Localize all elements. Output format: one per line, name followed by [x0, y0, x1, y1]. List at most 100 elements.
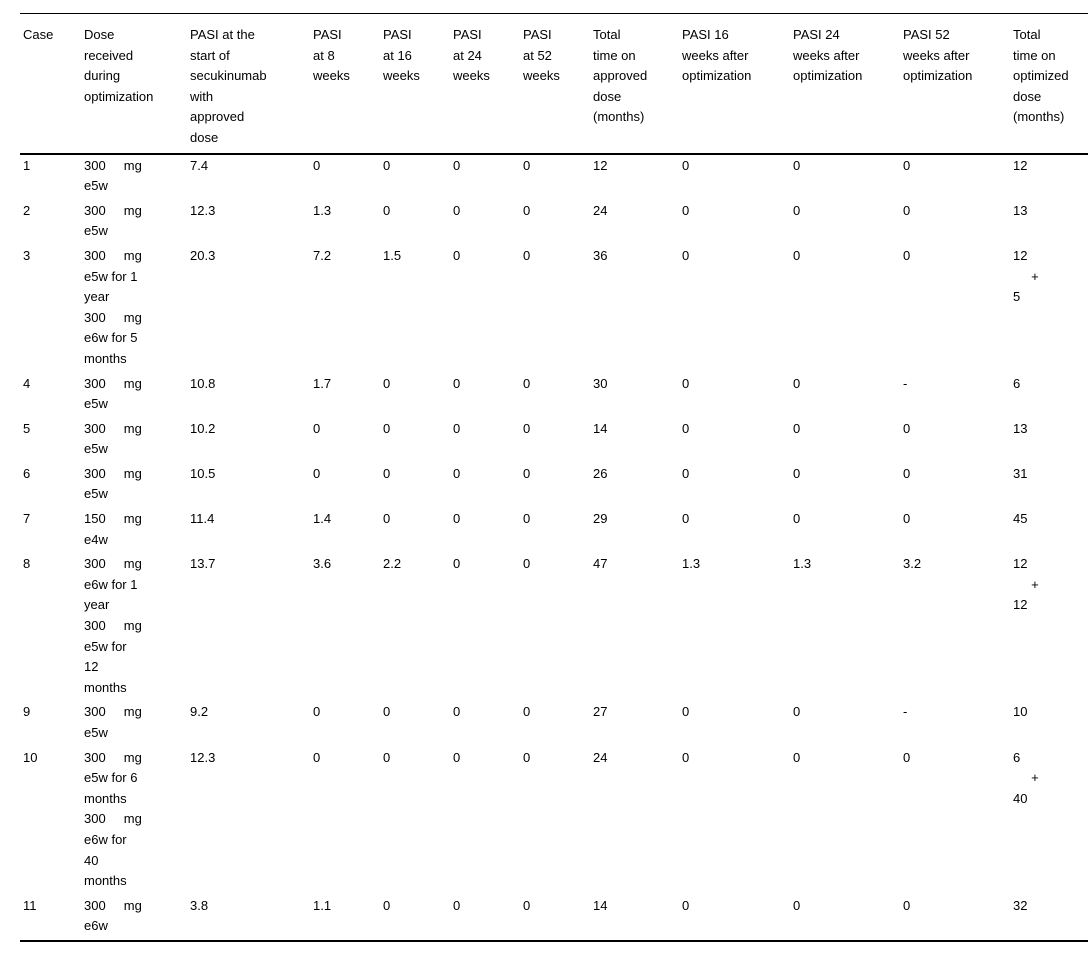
- cell-pasi_24w: 0: [453, 420, 461, 436]
- cell-pasi_start_approved: 12.3: [190, 749, 216, 765]
- column-header-pasi-52-weeks: PASI at 52 weeks: [520, 13, 590, 155]
- column-header-case: Case: [20, 13, 81, 155]
- cell-pasi_start_approved: 12.3: [190, 202, 216, 218]
- cell-pasi_8w: 7.2: [313, 247, 332, 263]
- cell-pasi_16w: 1.5: [383, 247, 402, 263]
- cell-total_time_optimized: 12 + 12: [1013, 556, 1039, 613]
- column-header-total-time-optimized: Total time on optimized dose (months): [1010, 13, 1088, 155]
- cell-pasi_start_approved: 9.2: [190, 704, 209, 720]
- cell-total_time_approved: 14: [593, 897, 608, 913]
- table-header: Case Dose received during optimization P…: [20, 13, 1088, 155]
- cell-total_time_approved: 12: [593, 157, 608, 173]
- cell-pasi_16w_after_opt: 0: [682, 247, 690, 263]
- table-row: 7 150 mg e4w 11.4 1.4 0 0 0 29 0 0 0 45: [20, 508, 1088, 553]
- cell-pasi_8w: 1.3: [313, 202, 332, 218]
- table-row: 1 300 mg e5w 7.4 0 0 0 0 12 0 0 0 12: [20, 154, 1088, 200]
- cell-pasi_16w: 2.2: [383, 556, 402, 572]
- cell-pasi_52w_after_opt: 0: [903, 247, 911, 263]
- cell-pasi_start_approved: 10.8: [190, 375, 216, 391]
- cell-pasi_52w: 0: [523, 465, 531, 481]
- table-body: 1 300 mg e5w 7.4 0 0 0 0 12 0 0 0 12 2 300 mg e5w 12.3…: [20, 154, 1088, 941]
- cell-pasi_24w_after_opt: 0: [793, 749, 801, 765]
- table-row: 8 300 mg e6w for 1 year 300 mg e5w for 12…: [20, 553, 1088, 701]
- cell-pasi_52w: 0: [523, 556, 531, 572]
- table-row: 2 300 mg e5w 12.3 1.3 0 0 0 24 0 0 0 13: [20, 200, 1088, 245]
- cell-dose_during_optimization: 300 mg e5w: [84, 420, 142, 457]
- cell-dose_during_optimization: 300 mg e5w: [84, 375, 142, 412]
- cell-case: 4: [23, 375, 31, 391]
- cell-pasi_start_approved: 10.2: [190, 420, 216, 436]
- cell-total_time_optimized: 6 + 40: [1013, 749, 1039, 806]
- cell-pasi_16w: 0: [383, 897, 391, 913]
- table-row: 3 300 mg e5w for 1 year 300 mg e6w for 5 …: [20, 245, 1088, 373]
- cell-dose_during_optimization: 300 mg e5w for 1 year 300 mg e6w for 5 m…: [84, 247, 142, 366]
- cell-total_time_optimized: 12 + 5: [1013, 247, 1039, 305]
- cell-pasi_24w_after_opt: 0: [793, 157, 801, 173]
- cell-pasi_52w: 0: [523, 749, 531, 765]
- cell-pasi_52w_after_opt: 0: [903, 465, 911, 481]
- secukinumab-pasi-table: Case Dose received during optimization P…: [20, 13, 1088, 942]
- cell-case: 1: [23, 157, 31, 173]
- cell-dose_during_optimization: 300 mg e6w: [84, 897, 142, 934]
- cell-pasi_16w: 0: [383, 157, 391, 173]
- cell-pasi_16w: 0: [383, 465, 391, 481]
- cell-pasi_24w_after_opt: 0: [793, 247, 801, 263]
- table-row: 5 300 mg e5w 10.2 0 0 0 0 14 0 0 0 13: [20, 418, 1088, 463]
- cell-pasi_52w_after_opt: 0: [903, 157, 911, 173]
- column-header-pasi-8-weeks: PASI at 8 weeks: [310, 13, 380, 155]
- cell-pasi_52w: 0: [523, 375, 531, 391]
- column-header-pasi-start-approved: PASI at the start of secukinumab with ap…: [187, 13, 310, 155]
- cell-pasi_24w_after_opt: 0: [793, 202, 801, 218]
- cell-pasi_52w_after_opt: 0: [903, 511, 911, 527]
- cell-pasi_8w: 3.6: [313, 556, 332, 572]
- cell-pasi_24w: 0: [453, 897, 461, 913]
- cell-case: 2: [23, 202, 31, 218]
- cell-pasi_24w: 0: [453, 704, 461, 720]
- cell-pasi_52w: 0: [523, 202, 531, 218]
- cell-pasi_52w_after_opt: 0: [903, 749, 911, 765]
- cell-pasi_16w_after_opt: 0: [682, 420, 690, 436]
- cell-case: 9: [23, 704, 31, 720]
- cell-pasi_52w: 0: [523, 704, 531, 720]
- cell-pasi_16w: 0: [383, 420, 391, 436]
- cell-pasi_8w: 0: [313, 465, 321, 481]
- cell-dose_during_optimization: 300 mg e5w: [84, 157, 142, 194]
- cell-pasi_8w: 0: [313, 749, 321, 765]
- cell-total_time_optimized: 31: [1013, 465, 1028, 481]
- cell-pasi_16w_after_opt: 0: [682, 157, 690, 173]
- cell-pasi_52w: 0: [523, 247, 531, 263]
- cell-pasi_24w: 0: [453, 157, 461, 173]
- cell-pasi_24w_after_opt: 1.3: [793, 556, 812, 572]
- cell-total_time_approved: 27: [593, 704, 608, 720]
- cell-pasi_24w_after_opt: 0: [793, 375, 801, 391]
- column-header-pasi-16-weeks: PASI at 16 weeks: [380, 13, 450, 155]
- cell-pasi_52w_after_opt: 0: [903, 202, 911, 218]
- cell-pasi_start_approved: 3.8: [190, 897, 209, 913]
- cell-pasi_24w: 0: [453, 556, 461, 572]
- cell-total_time_optimized: 10: [1013, 704, 1028, 720]
- column-header-dose-during-optimization: Dose received during optimization: [81, 13, 187, 155]
- cell-pasi_52w: 0: [523, 420, 531, 436]
- cell-pasi_16w_after_opt: 0: [682, 202, 690, 218]
- cell-pasi_start_approved: 7.4: [190, 157, 209, 173]
- cell-pasi_24w: 0: [453, 375, 461, 391]
- cell-pasi_24w_after_opt: 0: [793, 897, 801, 913]
- cell-pasi_24w: 0: [453, 202, 461, 218]
- cell-pasi_16w_after_opt: 0: [682, 375, 690, 391]
- cell-dose_during_optimization: 300 mg e6w for 1 year 300 mg e5w for 12 …: [84, 556, 142, 695]
- cell-total_time_approved: 30: [593, 375, 608, 391]
- cell-pasi_24w_after_opt: 0: [793, 465, 801, 481]
- cell-case: 7: [23, 511, 31, 527]
- cell-case: 10: [23, 749, 38, 765]
- cell-pasi_16w_after_opt: 0: [682, 511, 690, 527]
- cell-dose_during_optimization: 300 mg e5w: [84, 465, 142, 502]
- cell-dose_during_optimization: 300 mg e5w for 6 months 300 mg e6w for 4…: [84, 749, 142, 889]
- cell-total_time_optimized: 13: [1013, 202, 1028, 218]
- table-row: 6 300 mg e5w 10.5 0 0 0 0 26 0 0 0 31: [20, 463, 1088, 508]
- cell-pasi_24w_after_opt: 0: [793, 704, 801, 720]
- cell-dose_during_optimization: 300 mg e5w: [84, 202, 142, 239]
- cell-pasi_start_approved: 10.5: [190, 465, 216, 481]
- cell-pasi_8w: 1.4: [313, 511, 332, 527]
- cell-case: 5: [23, 420, 31, 436]
